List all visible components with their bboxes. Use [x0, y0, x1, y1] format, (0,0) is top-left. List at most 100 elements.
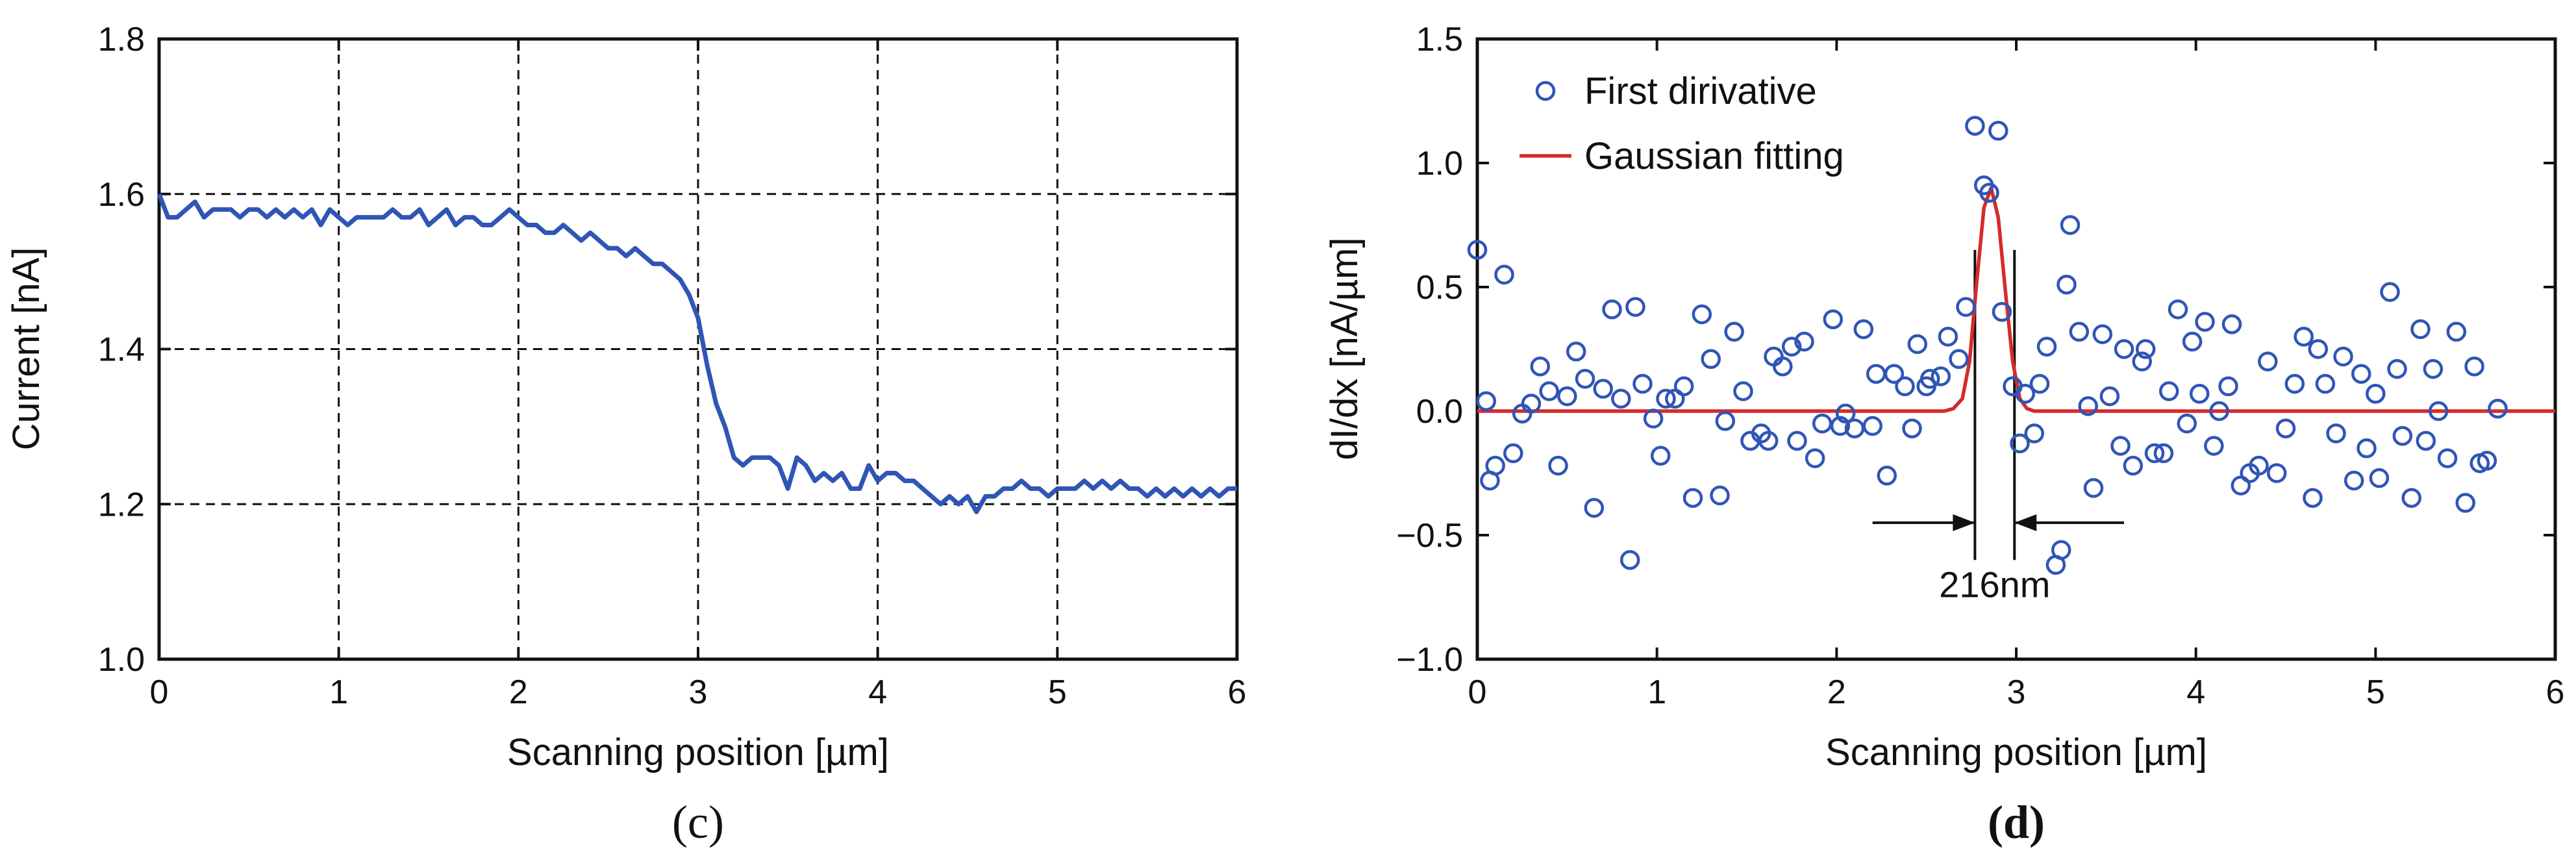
derivative-point	[2144, 443, 2165, 464]
derivative-point	[2333, 346, 2353, 367]
series-current	[156, 193, 1237, 514]
derivative-point	[1949, 349, 1969, 370]
x-tick-label: 2	[509, 673, 528, 711]
derivative-point	[2477, 451, 2497, 471]
x-axis-label-c: Scanning position [µm]	[507, 731, 889, 773]
derivative-point	[2036, 336, 2057, 357]
y-tick-label: 1.0	[1416, 145, 1463, 182]
grid-c	[159, 39, 1237, 659]
derivative-point	[1710, 485, 1730, 506]
derivative-point	[1584, 497, 1605, 518]
caption-d: (d)	[1988, 796, 2045, 848]
series-first-derivative	[1467, 116, 2508, 575]
derivative-point	[2401, 488, 2421, 508]
caption-c: (c)	[672, 796, 724, 848]
derivative-point	[1805, 448, 1825, 468]
derivative-point	[1758, 431, 1779, 451]
derivative-point	[2069, 321, 2090, 342]
derivative-point	[1931, 366, 1951, 386]
y-tick-label: −1.0	[1396, 641, 1463, 679]
y-tick-label: −0.5	[1396, 517, 1463, 555]
derivative-point	[1566, 342, 1586, 362]
derivative-point	[2114, 339, 2134, 359]
derivative-point	[2132, 351, 2152, 371]
derivative-point	[1992, 301, 2012, 322]
derivative-point	[2357, 438, 2377, 459]
derivative-point	[1575, 369, 1595, 389]
x-tick-label: 4	[868, 673, 887, 711]
derivative-point	[2455, 493, 2475, 513]
y-tick-label: 1.0	[98, 641, 145, 679]
derivative-point	[1557, 386, 1577, 407]
x-axis-label-d: Scanning position [µm]	[1825, 731, 2207, 773]
derivative-point	[2249, 455, 2269, 476]
width-annotation: 216nm	[1872, 249, 2124, 605]
derivative-point	[1773, 356, 1793, 377]
derivative-point	[1853, 319, 1874, 340]
derivative-point	[1733, 381, 1753, 401]
derivative-point	[1895, 376, 1915, 397]
derivative-point	[2275, 418, 2296, 438]
derivative-point	[1919, 369, 1940, 389]
derivative-point	[2182, 331, 2203, 352]
y-tick-label: 1.5	[1416, 21, 1463, 58]
derivative-point	[2051, 540, 2071, 560]
derivative-point	[1902, 418, 1922, 438]
derivative-point	[2392, 425, 2413, 446]
x-tick-label: 1	[329, 673, 348, 711]
derivative-point	[2221, 314, 2242, 334]
derivative-point	[1724, 321, 1744, 342]
derivative-point	[2024, 423, 2044, 444]
derivative-point	[2057, 274, 2077, 295]
derivative-point	[2446, 321, 2467, 342]
current-line	[156, 193, 1237, 514]
derivative-point	[2351, 364, 2371, 384]
derivative-point	[1467, 240, 1488, 260]
derivative-point	[1965, 116, 1985, 136]
legend-label-gaussian-fitting: Gaussian fitting	[1584, 135, 1844, 177]
derivative-point	[1884, 364, 1905, 384]
derivative-point	[1938, 327, 1958, 347]
derivative-point	[1979, 182, 1999, 203]
derivative-point	[2410, 319, 2431, 340]
derivative-point	[2209, 401, 2229, 421]
derivative-point	[2195, 312, 2215, 332]
derivative-point	[2284, 373, 2305, 394]
derivative-point	[2204, 436, 2224, 456]
derivative-point	[2010, 433, 2030, 453]
x-tick-label: 0	[1468, 673, 1487, 711]
legend-marker-first-derivative	[1535, 81, 1556, 101]
derivative-point	[1907, 334, 1928, 355]
gaussian-fit-line	[1477, 186, 2555, 413]
derivative-point	[2315, 373, 2336, 394]
x-tick-label: 3	[689, 673, 708, 711]
derivative-point	[1476, 391, 1497, 411]
derivative-point	[1539, 381, 1559, 401]
y-axis-label-d: dI/dx [nA/µm]	[1323, 238, 1366, 460]
derivative-point	[1835, 403, 1856, 424]
derivative-point	[2308, 339, 2329, 359]
x-tick-label: 3	[2007, 673, 2026, 711]
legend: First dirivative Gaussian fitting	[1519, 70, 1844, 177]
x-tick-label: 4	[2186, 673, 2205, 711]
derivative-point	[2344, 470, 2364, 491]
derivative-point	[1956, 297, 1976, 317]
x-tick-label: 2	[1827, 673, 1846, 711]
derivative-point	[2177, 413, 2197, 434]
derivative-point	[1643, 408, 1664, 429]
derivative-point	[2135, 339, 2156, 359]
x-tick-label: 5	[1048, 673, 1067, 711]
x-tick-labels-d: 0 1 2 3 4 5 6	[1468, 673, 2565, 711]
derivative-point	[2168, 299, 2188, 320]
derivative-point	[1602, 299, 1622, 320]
derivative-point	[2428, 401, 2449, 421]
derivative-point	[2380, 282, 2400, 302]
plot-frame-d	[1475, 37, 2557, 661]
derivative-point	[1503, 443, 1523, 464]
derivative-point	[2369, 468, 2390, 488]
derivative-point	[1877, 466, 1897, 486]
y-tick-label: 1.4	[98, 331, 145, 369]
derivative-point	[1656, 388, 1676, 409]
arrowhead-left	[1953, 514, 1975, 531]
derivative-point	[1625, 297, 1645, 317]
